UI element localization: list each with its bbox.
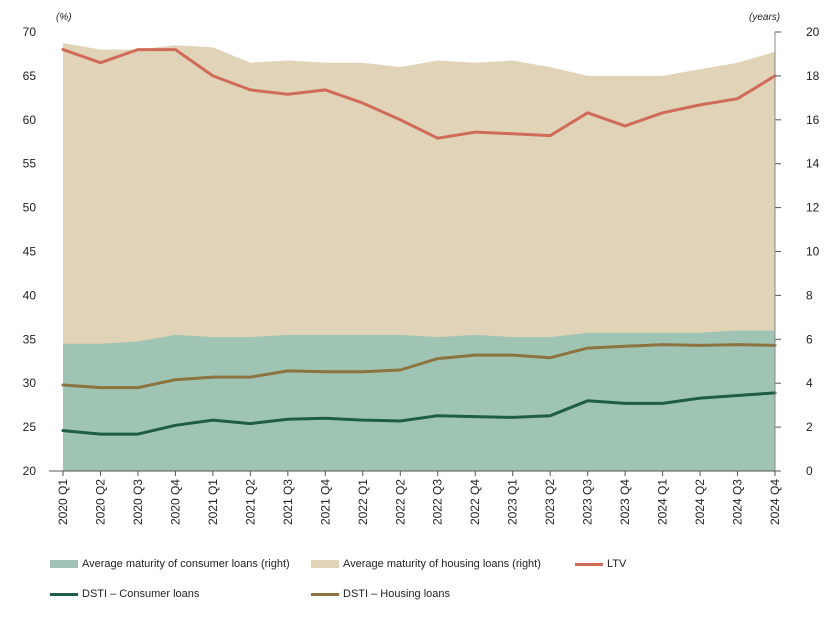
left-axis-tick-label: 25 — [23, 420, 37, 434]
left-axis-tick-label: 20 — [23, 464, 37, 478]
right-axis-tick-label: 18 — [806, 69, 820, 83]
legend-item-dsti-consumer: DSTI – Consumer loans — [50, 588, 199, 600]
legend: Average maturity of consumer loans (righ… — [0, 552, 831, 612]
consumer-maturity-area — [63, 330, 775, 471]
right-axis-tick-label: 14 — [806, 157, 820, 171]
legend-item-housing-maturity: Average maturity of housing loans (right… — [311, 558, 541, 570]
x-axis-tick-label: 2024 Q4 — [768, 479, 782, 525]
right-axis-tick-label: 20 — [806, 25, 820, 39]
legend-item-ltv: LTV — [575, 558, 626, 570]
dsti-consumer-line — [61, 391, 777, 436]
legend-swatch — [575, 562, 603, 566]
legend-swatch — [50, 560, 78, 568]
left-axis-tick-label: 35 — [23, 332, 37, 346]
x-axis-tick-label: 2020 Q4 — [168, 479, 182, 525]
x-axis-tick-label: 2020 Q2 — [93, 479, 107, 525]
x-axis-tick-label: 2022 Q3 — [431, 479, 445, 525]
right-axis-tick-label: 8 — [806, 288, 813, 302]
left-axis-tick-label: 60 — [23, 113, 37, 127]
left-axis-tick-label: 30 — [23, 376, 37, 390]
x-axis-tick-label: 2023 Q2 — [543, 479, 557, 525]
x-axis-tick-label: 2021 Q4 — [318, 479, 332, 525]
legend-label: DSTI – Housing loans — [343, 588, 450, 600]
legend-label: DSTI – Consumer loans — [82, 588, 200, 600]
left-axis-unit: (%) — [56, 12, 72, 23]
x-axis-tick-label: 2023 Q3 — [581, 479, 595, 525]
x-axis-tick-label: 2024 Q1 — [656, 479, 670, 525]
right-axis-tick-label: 10 — [806, 245, 820, 259]
left-axis-tick-label: 40 — [23, 288, 37, 302]
right-axis-tick-label: 16 — [806, 113, 820, 127]
x-axis-tick-label: 2020 Q1 — [56, 479, 70, 525]
right-axis-unit: (years) — [749, 12, 780, 23]
legend-label: Average maturity of housing loans (right… — [343, 558, 541, 570]
left-axis-tick-label: 45 — [23, 245, 37, 259]
x-axis-tick-label: 2021 Q3 — [281, 479, 295, 525]
ltv-line — [61, 48, 777, 140]
x-axis-tick-label: 2020 Q3 — [131, 479, 145, 525]
right-axis-tick-label: 0 — [806, 464, 813, 478]
x-axis-tick-label: 2023 Q1 — [506, 479, 520, 525]
legend-item-dsti-housing: DSTI – Housing loans — [311, 588, 450, 600]
left-axis-tick-label: 50 — [23, 201, 37, 215]
left-axis-tick-label: 65 — [23, 69, 37, 83]
legend-swatch — [311, 592, 339, 596]
right-axis-tick-label: 12 — [806, 201, 820, 215]
dsti-housing-line — [61, 343, 777, 390]
legend-label: Average maturity of consumer loans (righ… — [82, 558, 290, 570]
x-axis-tick-label: 2024 Q2 — [693, 479, 707, 525]
x-axis-tick-label: 2021 Q2 — [243, 479, 257, 525]
area-layer — [63, 43, 775, 471]
right-axis-tick-label: 4 — [806, 376, 813, 390]
x-axis-tick-label: 2022 Q2 — [393, 479, 407, 525]
x-axis-tick-label: 2024 Q3 — [731, 479, 745, 525]
right-axis-tick-label: 6 — [806, 332, 813, 346]
legend-swatch — [50, 592, 78, 596]
x-axis-tick-label: 2021 Q1 — [206, 479, 220, 525]
chart: 2025303540455055606570024681012141618202… — [23, 12, 820, 525]
axes-layer: 2025303540455055606570024681012141618202… — [23, 25, 820, 525]
line-layer — [61, 48, 777, 436]
right-axis-tick-label: 2 — [806, 420, 813, 434]
left-axis-tick-label: 55 — [23, 157, 37, 171]
x-axis-tick-label: 2022 Q1 — [356, 479, 370, 525]
legend-label: LTV — [607, 558, 627, 570]
x-axis-tick-label: 2022 Q4 — [468, 479, 482, 525]
legend-item-consumer-maturity: Average maturity of consumer loans (righ… — [50, 558, 290, 570]
left-axis-tick-label: 70 — [23, 25, 37, 39]
x-axis-tick-label: 2023 Q4 — [618, 479, 632, 525]
legend-swatch — [311, 560, 339, 568]
